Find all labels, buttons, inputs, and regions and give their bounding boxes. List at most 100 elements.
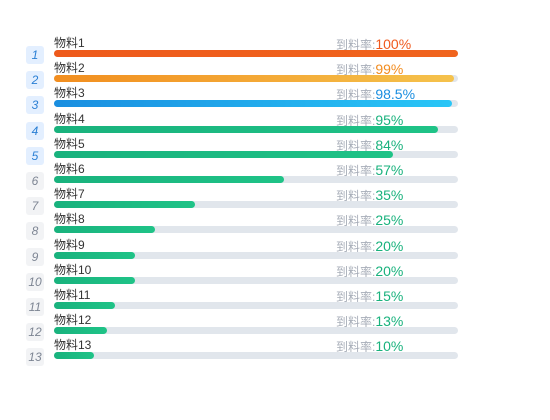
material-name: 物料9 bbox=[54, 237, 85, 252]
material-name: 物料6 bbox=[54, 162, 85, 176]
progress-fill bbox=[54, 251, 135, 259]
rank-badge: 12 bbox=[26, 323, 44, 342]
progress-fill bbox=[54, 327, 107, 335]
material-name: 物料8 bbox=[54, 212, 85, 227]
rank-badge: 10 bbox=[26, 272, 44, 291]
material-name: 物料5 bbox=[54, 136, 85, 151]
list-item: 7 物料7 到料率:35% bbox=[0, 187, 550, 216]
rank-badge: 1 bbox=[26, 46, 44, 64]
rank-badge: 8 bbox=[26, 222, 44, 241]
arrival-rate-value: 20% bbox=[375, 262, 404, 279]
arrival-rate-value: 95% bbox=[375, 111, 404, 128]
arrival-rate-label: 到料率: bbox=[336, 138, 376, 153]
arrival-rate: 到料率:10% bbox=[336, 339, 403, 354]
progress-track bbox=[54, 50, 458, 57]
material-name: 物料13 bbox=[54, 338, 92, 353]
arrival-rate-label: 到料率: bbox=[336, 239, 376, 254]
progress-track bbox=[54, 150, 458, 158]
arrival-rate: 到料率:100% bbox=[336, 37, 411, 52]
arrival-rate: 到料率:95% bbox=[336, 113, 403, 128]
arrival-rate-value: 100% bbox=[375, 36, 412, 52]
progress-fill bbox=[54, 100, 452, 108]
arrival-rate-value: 13% bbox=[375, 313, 404, 330]
material-name: 物料1 bbox=[54, 36, 85, 50]
list-item: 8 物料8 到料率:25% bbox=[0, 212, 550, 241]
progress-track bbox=[54, 125, 458, 133]
arrival-rate-label: 到料率: bbox=[336, 63, 376, 78]
material-name: 物料2 bbox=[54, 61, 85, 76]
progress-track bbox=[54, 75, 458, 83]
list-item: 9 物料9 到料率:20% bbox=[0, 237, 550, 266]
progress-track bbox=[54, 226, 458, 234]
material-name: 物料3 bbox=[54, 86, 85, 101]
arrival-rate-label: 到料率: bbox=[336, 214, 376, 229]
progress-fill bbox=[54, 125, 438, 133]
arrival-rate: 到料率:84% bbox=[336, 138, 403, 153]
progress-track bbox=[54, 352, 458, 360]
arrival-rate-label: 到料率: bbox=[336, 189, 376, 204]
list-item: 5 物料5 到料率:84% bbox=[0, 136, 550, 165]
material-name: 物料10 bbox=[54, 262, 92, 277]
progress-fill bbox=[54, 226, 155, 234]
progress-track bbox=[54, 176, 458, 183]
arrival-rate-value: 15% bbox=[375, 288, 404, 304]
rank-badge: 6 bbox=[26, 172, 44, 190]
list-item: 11 物料11 到料率:15% bbox=[0, 288, 550, 316]
rank-badge: 4 bbox=[26, 121, 44, 140]
list-item: 13 物料13 到料率:10% bbox=[0, 338, 550, 367]
list-item: 2 物料2 到料率:99% bbox=[0, 61, 550, 90]
progress-track bbox=[54, 302, 458, 309]
list-item: 10 物料10 到料率:20% bbox=[0, 262, 550, 291]
arrival-rate-value: 98.5% bbox=[375, 86, 416, 103]
arrival-rate-value: 57% bbox=[375, 162, 404, 178]
arrival-rate-label: 到料率: bbox=[336, 315, 376, 330]
arrival-rate-value: 25% bbox=[375, 212, 404, 229]
progress-track bbox=[54, 327, 458, 335]
list-item: 12 物料12 到料率:13% bbox=[0, 313, 550, 342]
rank-badge: 3 bbox=[26, 96, 44, 115]
arrival-rate-label: 到料率: bbox=[336, 340, 376, 355]
progress-track bbox=[54, 276, 458, 284]
arrival-rate: 到料率:15% bbox=[336, 289, 403, 304]
arrival-rate-label: 到料率: bbox=[336, 290, 376, 304]
progress-fill bbox=[54, 150, 394, 158]
rank-badge: 2 bbox=[26, 71, 44, 90]
arrival-rate-value: 84% bbox=[375, 136, 404, 153]
list-item: 6 物料6 到料率:57% bbox=[0, 162, 550, 190]
arrival-rate: 到料率:99% bbox=[336, 62, 403, 77]
list-item: 4 物料4 到料率:95% bbox=[0, 111, 550, 140]
material-name: 物料7 bbox=[54, 187, 85, 202]
material-name: 物料12 bbox=[54, 313, 92, 328]
progress-fill bbox=[54, 276, 135, 284]
arrival-rate-value: 35% bbox=[375, 187, 404, 204]
arrival-rate-label: 到料率: bbox=[336, 164, 376, 178]
arrival-rate-value: 10% bbox=[375, 338, 404, 355]
rank-badge: 7 bbox=[26, 197, 44, 216]
progress-fill bbox=[54, 302, 115, 309]
material-name: 物料4 bbox=[54, 111, 85, 126]
arrival-rate: 到料率:20% bbox=[336, 264, 403, 279]
arrival-rate-value: 99% bbox=[375, 61, 404, 78]
arrival-rate: 到料率:57% bbox=[336, 163, 403, 178]
progress-fill bbox=[54, 201, 196, 209]
material-name: 物料11 bbox=[54, 288, 91, 302]
rank-badge: 13 bbox=[26, 348, 44, 367]
progress-track bbox=[54, 201, 458, 209]
list-item: 1 物料1 到料率:100% bbox=[0, 36, 550, 64]
rank-badge: 9 bbox=[26, 247, 44, 266]
arrival-rate-label: 到料率: bbox=[336, 88, 376, 103]
list-item: 3 物料3 到料率:98.5% bbox=[0, 86, 550, 115]
arrival-rate: 到料率:25% bbox=[336, 213, 403, 228]
progress-fill bbox=[54, 176, 285, 183]
arrival-rate: 到料率:20% bbox=[336, 239, 403, 254]
progress-fill bbox=[54, 75, 454, 83]
arrival-rate-value: 20% bbox=[375, 237, 404, 254]
progress-fill bbox=[54, 50, 458, 57]
progress-track bbox=[54, 100, 458, 108]
arrival-rate-label: 到料率: bbox=[336, 38, 376, 52]
arrival-rate: 到料率:35% bbox=[336, 188, 403, 203]
rank-badge: 11 bbox=[26, 298, 44, 316]
arrival-rate-label: 到料率: bbox=[336, 264, 376, 279]
arrival-rate: 到料率:13% bbox=[336, 314, 403, 329]
